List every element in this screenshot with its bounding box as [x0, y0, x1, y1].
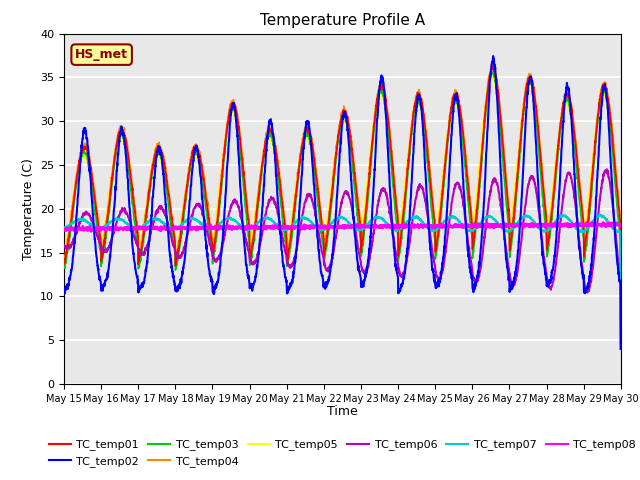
Y-axis label: Temperature (C): Temperature (C) — [22, 158, 35, 260]
Text: HS_met: HS_met — [75, 48, 128, 61]
X-axis label: Time: Time — [327, 405, 358, 418]
Title: Temperature Profile A: Temperature Profile A — [260, 13, 425, 28]
Legend: TC_temp01, TC_temp02, TC_temp03, TC_temp04, TC_temp05, TC_temp06, TC_temp07, TC_: TC_temp01, TC_temp02, TC_temp03, TC_temp… — [44, 435, 640, 471]
